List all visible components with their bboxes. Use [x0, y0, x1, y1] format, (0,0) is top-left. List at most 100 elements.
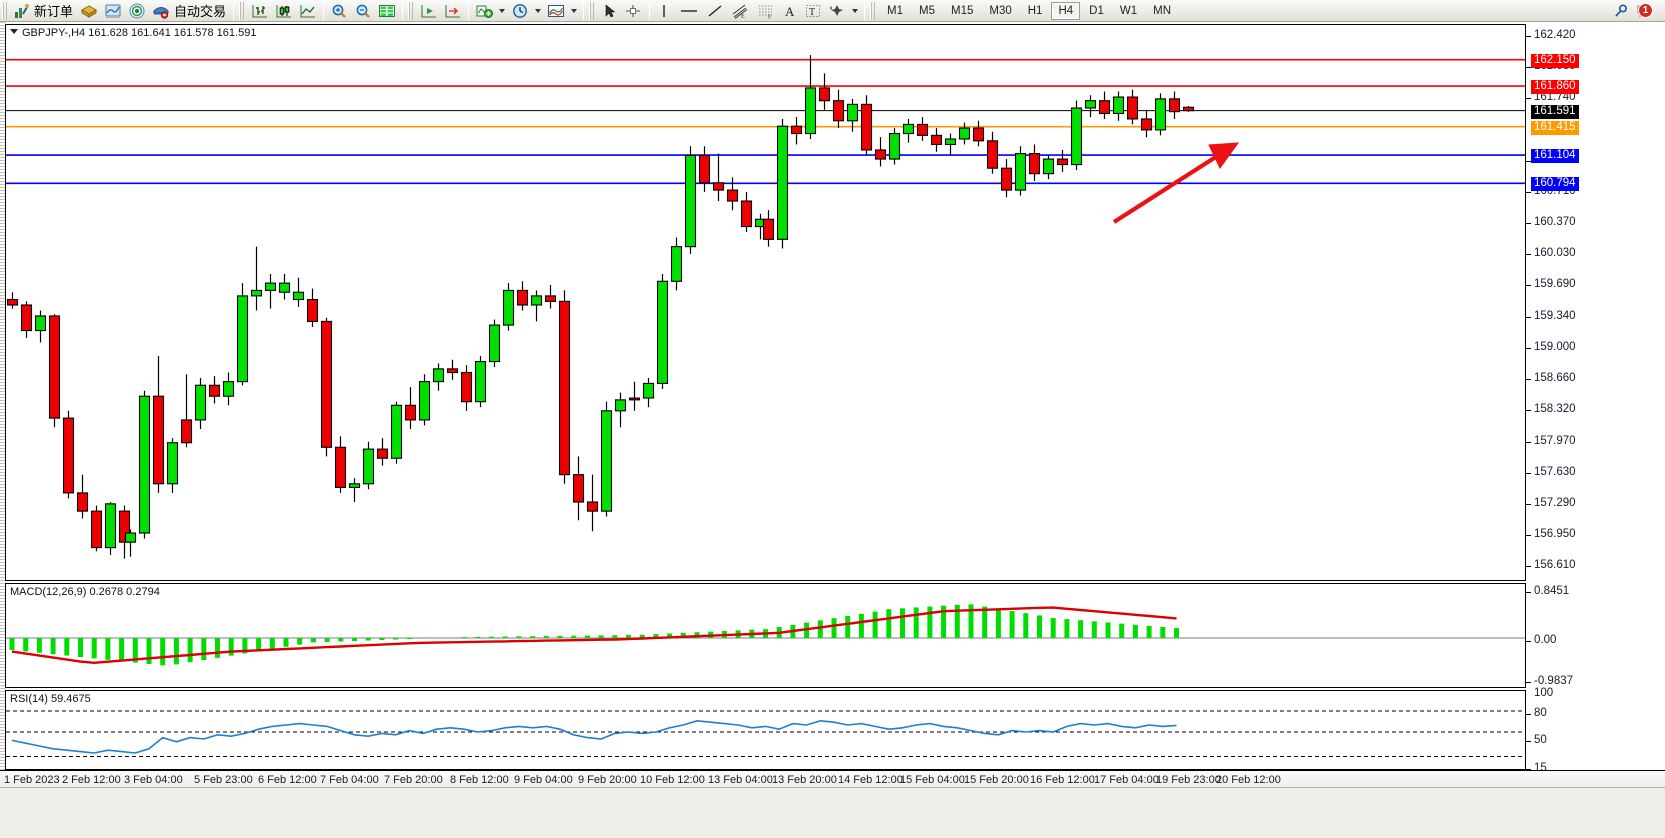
- price-axis[interactable]: 162.420162.080161.740161.050160.710160.3…: [1526, 24, 1665, 782]
- bar-chart-icon[interactable]: [248, 1, 272, 21]
- toolbar-grip-4[interactable]: [589, 1, 597, 20]
- price-tick: [1526, 191, 1531, 193]
- signals-icon[interactable]: [125, 1, 149, 21]
- rsi-pane[interactable]: RSI(14) 59.4675: [5, 690, 1526, 770]
- shapes-dropdown-caret[interactable]: [852, 8, 859, 13]
- price-level-label-resistance[interactable]: 161.860: [1531, 80, 1579, 95]
- horizontal-line-icon[interactable]: [675, 1, 703, 21]
- text-label-icon[interactable]: T: [801, 1, 825, 21]
- line-chart-icon[interactable]: [296, 1, 320, 21]
- price-tick: [1526, 347, 1531, 349]
- price-tick: [1526, 98, 1531, 100]
- toolbar-grip-3[interactable]: [408, 1, 416, 20]
- crosshair-icon[interactable]: [620, 1, 646, 21]
- indicators-icon[interactable]: [472, 1, 496, 21]
- equidistant-channel-icon[interactable]: E: [727, 1, 753, 21]
- chat-icon[interactable]: 1: [1633, 1, 1659, 21]
- candle-body: [118, 510, 131, 543]
- data-window-grid-icon[interactable]: [375, 1, 399, 21]
- candle-body: [958, 127, 971, 140]
- chart-title-bar[interactable]: GBPJPY-,H4 161.628 161.641 161.578 161.5…: [10, 27, 256, 39]
- candle-body: [264, 282, 277, 291]
- toolbar-separator-1: [233, 1, 235, 20]
- templates-dropdown-caret[interactable]: [571, 8, 578, 13]
- rsi-tick-label: 50: [1534, 734, 1547, 746]
- timeframe-m1[interactable]: M1: [887, 4, 904, 17]
- candle-body: [1070, 107, 1083, 166]
- svg-text:F: F: [768, 14, 772, 19]
- candlestick-chart-icon[interactable]: [272, 1, 296, 21]
- chart-menu-caret-icon[interactable]: [10, 29, 18, 34]
- price-level-label-last-price[interactable]: 161.591: [1531, 104, 1579, 119]
- toolbar-grip-2[interactable]: [239, 1, 247, 20]
- auto-trading-icon[interactable]: [149, 1, 173, 21]
- svg-text:E: E: [741, 14, 745, 19]
- fibonacci-retracement-icon[interactable]: F: [753, 1, 779, 21]
- candle-body: [362, 448, 375, 485]
- toolbar-right-group: 1: [1609, 1, 1665, 21]
- candle-body: [320, 320, 333, 448]
- trendline-icon[interactable]: [703, 1, 727, 21]
- timeframe-h1[interactable]: H1: [1027, 4, 1043, 17]
- price-tick-label: 159.690: [1534, 278, 1576, 291]
- candle-body: [846, 103, 859, 122]
- period-icon[interactable]: [508, 1, 532, 21]
- templates-icon[interactable]: [544, 1, 568, 21]
- timeframe-mn[interactable]: MN: [1153, 4, 1171, 17]
- candle-body: [698, 154, 711, 184]
- timeframe-w1[interactable]: W1: [1119, 4, 1138, 17]
- shapes-icon[interactable]: [825, 1, 849, 21]
- timeframe-m5[interactable]: M5: [919, 4, 935, 17]
- zoom-in-icon[interactable]: [327, 1, 351, 21]
- timeframe-m30[interactable]: M30: [989, 4, 1012, 17]
- candle-body: [656, 280, 669, 384]
- price-level-label-support[interactable]: 160.794: [1531, 177, 1579, 192]
- candle-body: [222, 381, 235, 397]
- chart-workspace: GBPJPY-,H4 161.628 161.641 161.578 161.5…: [0, 22, 1665, 838]
- time-tick-label: 17 Feb 04:00: [1094, 774, 1159, 786]
- timeframe-d1[interactable]: D1: [1089, 4, 1104, 17]
- candle-body: [762, 218, 775, 240]
- data-window-icon[interactable]: [101, 1, 125, 21]
- zoom-out-icon[interactable]: [351, 1, 375, 21]
- candle-body: [1042, 158, 1055, 175]
- time-axis[interactable]: 1 Feb 2023 2 Feb 12:00 3 Feb 04:00 5 Feb 23…: [0, 770, 1665, 788]
- candle-body: [90, 510, 103, 549]
- time-tick-label: 13 Feb 04:00: [708, 774, 773, 786]
- new-order-icon[interactable]: [11, 1, 33, 21]
- price-tick-label: 158.660: [1534, 371, 1576, 384]
- search-icon[interactable]: [1609, 1, 1633, 21]
- new-order-label[interactable]: 新订单: [34, 4, 74, 19]
- period-dropdown-caret[interactable]: [535, 8, 542, 13]
- candle-body: [180, 419, 193, 444]
- candle-body: [376, 448, 389, 459]
- time-tick-label: 1 Feb 2023: [4, 774, 60, 786]
- candle-body: [972, 127, 985, 142]
- toolbar-grip[interactable]: [2, 1, 9, 20]
- macd-tick-label: 0.00: [1534, 634, 1557, 646]
- toolbar-grip-5[interactable]: [870, 1, 878, 20]
- expert-advisor-icon[interactable]: [77, 1, 101, 21]
- timeframe-h4[interactable]: H4: [1051, 1, 1081, 20]
- price-pane[interactable]: GBPJPY-,H4 161.628 161.641 161.578 161.5…: [5, 24, 1526, 581]
- price-level-label-pivot[interactable]: 161.415: [1531, 120, 1579, 135]
- auto-trading-label[interactable]: 自动交易: [174, 4, 227, 19]
- price-level-label-resistance[interactable]: 162.150: [1531, 53, 1579, 68]
- auto-scroll-icon[interactable]: [417, 1, 441, 21]
- candle-body: [670, 246, 683, 282]
- chart-shift-icon[interactable]: [441, 1, 465, 21]
- timeframe-m15[interactable]: M15: [951, 4, 974, 17]
- candle-body: [930, 134, 943, 146]
- indicators-dropdown-caret[interactable]: [499, 8, 506, 13]
- text-icon[interactable]: A: [779, 1, 801, 21]
- price-level-label-support[interactable]: 161.104: [1531, 149, 1579, 164]
- vertical-line-icon[interactable]: [653, 1, 675, 21]
- candle-body: [446, 368, 459, 374]
- candle-body: [348, 483, 361, 488]
- candle-body: [726, 189, 739, 202]
- candle-body: [208, 384, 221, 397]
- macd-pane[interactable]: MACD(12,26,9) 0.2678 0.2794: [5, 583, 1526, 688]
- candle-body: [62, 417, 75, 494]
- cursor-icon[interactable]: [598, 1, 620, 21]
- price-tick-label: 161.740: [1534, 91, 1576, 104]
